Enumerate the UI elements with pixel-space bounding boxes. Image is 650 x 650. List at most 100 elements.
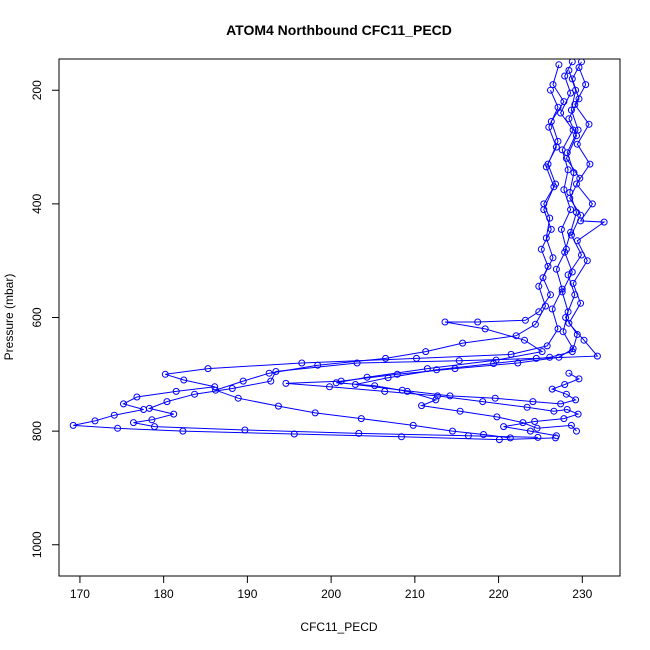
data-point xyxy=(547,86,554,94)
data-point xyxy=(583,257,591,265)
data-point xyxy=(212,386,220,394)
data-point xyxy=(130,419,137,427)
data-point xyxy=(569,345,577,353)
data-point xyxy=(547,118,555,125)
data-point xyxy=(534,433,542,441)
data-point xyxy=(191,390,199,398)
data-point xyxy=(148,416,156,424)
data-point xyxy=(546,353,554,361)
data-point xyxy=(441,318,449,326)
y-tick-label: 1000 xyxy=(30,531,44,558)
data-point xyxy=(585,120,593,128)
data-point xyxy=(490,360,498,367)
data-point xyxy=(521,316,529,324)
series-line xyxy=(336,64,577,432)
x-tick-label: 180 xyxy=(154,587,174,601)
y-tick-label: 200 xyxy=(30,80,44,100)
data-point xyxy=(567,228,575,236)
data-point xyxy=(434,392,441,400)
data-point xyxy=(577,211,585,219)
data-point xyxy=(539,274,547,282)
data-point xyxy=(580,336,588,344)
y-axis: 200 400 600 800 1000 xyxy=(30,80,60,558)
data-point xyxy=(459,339,467,347)
data-point xyxy=(565,66,573,74)
data-point xyxy=(552,265,560,273)
data-point xyxy=(433,366,441,374)
data-point xyxy=(228,385,236,392)
data-point xyxy=(326,383,333,391)
data-point xyxy=(544,262,552,270)
data-point xyxy=(449,427,456,435)
data-point xyxy=(531,320,539,328)
data-point xyxy=(555,61,563,69)
series-4 xyxy=(282,66,582,440)
data-point xyxy=(170,410,178,418)
data-point xyxy=(567,231,575,239)
data-point xyxy=(480,431,487,438)
data-point xyxy=(558,288,566,296)
data-point xyxy=(555,353,563,361)
series-5 xyxy=(351,59,585,408)
data-point xyxy=(569,279,577,287)
y-axis-title: Pressure (mbar) xyxy=(2,274,16,361)
data-point xyxy=(559,328,567,336)
data-point xyxy=(568,75,576,83)
x-tick-label: 200 xyxy=(321,587,341,601)
data-point xyxy=(500,423,508,431)
data-point xyxy=(550,407,558,415)
plot-frame xyxy=(58,58,621,577)
data-point xyxy=(267,377,275,385)
data-point xyxy=(557,109,565,117)
data-point xyxy=(506,434,514,442)
data-point xyxy=(567,89,575,97)
data-point xyxy=(538,348,546,356)
data-point xyxy=(568,348,576,356)
data-point xyxy=(561,381,569,388)
data-point xyxy=(573,331,581,338)
data-point xyxy=(533,424,541,432)
data-point xyxy=(577,299,585,307)
data-point xyxy=(542,234,550,242)
data-point xyxy=(393,370,401,378)
data-point xyxy=(314,361,322,369)
series-line xyxy=(73,61,574,441)
data-point xyxy=(563,406,571,413)
data-point xyxy=(552,143,560,151)
data-point xyxy=(353,359,361,367)
data-point xyxy=(568,59,576,66)
data-point xyxy=(418,402,426,410)
data-point xyxy=(565,369,573,377)
data-point xyxy=(521,336,528,344)
chart-title: ATOM4 Northbound CFC11_PECD xyxy=(226,22,452,38)
data-point xyxy=(550,183,558,191)
data-point xyxy=(548,385,556,393)
data-point xyxy=(455,357,463,365)
data-point xyxy=(561,248,569,256)
data-point xyxy=(578,251,585,259)
data-point xyxy=(562,314,570,321)
data-point xyxy=(573,132,580,140)
data-point xyxy=(151,423,158,431)
data-point xyxy=(564,308,572,316)
data-point xyxy=(69,421,77,429)
data-point xyxy=(562,390,570,398)
data-point xyxy=(145,404,153,412)
data-point xyxy=(547,291,554,299)
data-point xyxy=(514,359,522,367)
data-point xyxy=(298,359,306,367)
x-axis-title: CFC11_PECD xyxy=(300,620,377,634)
data-point xyxy=(552,432,560,440)
data-point xyxy=(422,348,430,356)
data-point xyxy=(351,381,359,388)
data-point xyxy=(540,206,548,214)
data-point xyxy=(274,402,282,410)
data-point xyxy=(172,387,180,395)
data-point xyxy=(549,254,557,262)
series-1 xyxy=(69,59,577,444)
data-point xyxy=(575,375,583,383)
data-point xyxy=(575,95,583,103)
data-point xyxy=(382,354,390,362)
data-point xyxy=(456,407,464,415)
